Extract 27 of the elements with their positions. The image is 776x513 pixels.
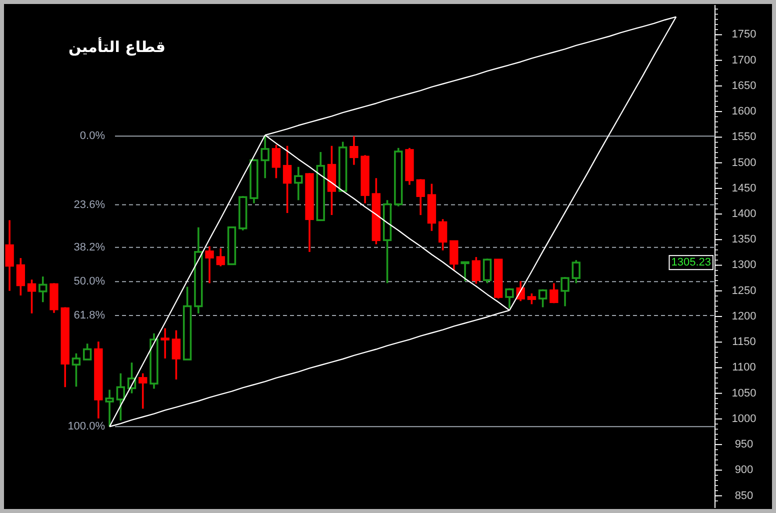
y-tick-label: 1600: [732, 106, 756, 118]
y-tick-label: 1450: [732, 182, 756, 194]
annotation: 100.0%: [68, 420, 106, 433]
annotation: 1305.23: [671, 256, 711, 269]
y-tick-label: 1200: [732, 310, 756, 322]
annotation: 61.8%: [74, 309, 106, 322]
y-tick-label: 1650: [732, 80, 756, 92]
y-tick-label: 1250: [732, 284, 756, 297]
y-tick-label: 1750: [732, 28, 756, 41]
annotation: 50.0%: [74, 276, 106, 288]
y-tick-label: 900: [734, 464, 754, 476]
annotation: 0.0%: [80, 130, 106, 142]
y-tick-label: 1550: [732, 131, 756, 144]
annotation: 38.2%: [74, 241, 106, 254]
y-tick-label: 1100: [732, 362, 756, 374]
y-tick-label: 950: [734, 438, 754, 451]
y-tick-label: 1700: [732, 54, 756, 66]
y-tick-label: 1150: [732, 336, 756, 348]
y-tick-label: 1000: [732, 412, 756, 425]
y-tick-label: 1400: [732, 208, 756, 220]
y-tick-label: 1300: [732, 259, 756, 272]
y-tick-label: 850: [734, 490, 754, 502]
annotation: 23.6%: [74, 198, 106, 211]
y-tick-label: 1050: [732, 387, 756, 400]
y-tick-label: 1500: [732, 156, 756, 169]
text: قطاع التأمين: [68, 37, 166, 56]
y-tick-label: 1350: [732, 234, 756, 246]
